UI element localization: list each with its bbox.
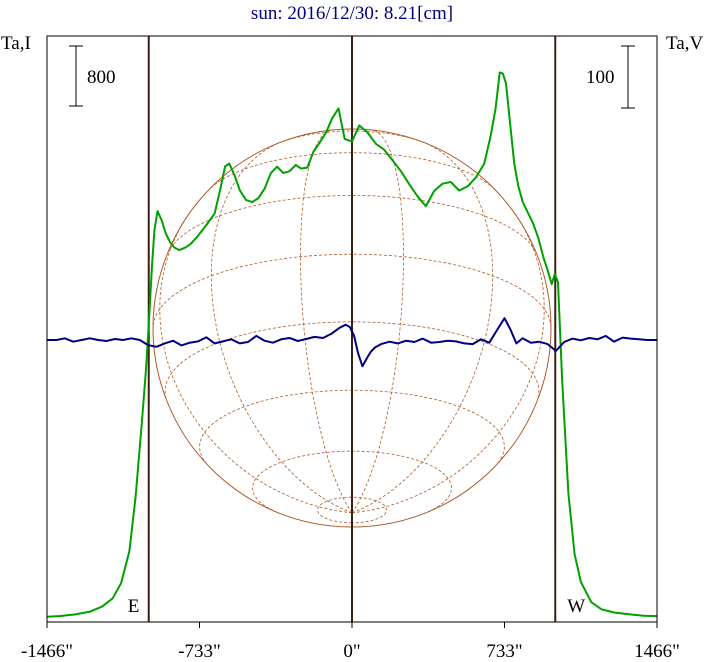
latitude-line: [167, 194, 537, 253]
x-tick-label: 1466": [634, 641, 680, 662]
intensity-series-line: [46, 71, 658, 618]
left-axis-label: Ta,I: [1, 33, 31, 54]
limb-marker-label-w: W: [567, 596, 585, 617]
x-tick-label: -733": [178, 641, 221, 662]
right-scale-bar: 100: [586, 45, 635, 109]
left-scale-bar-value: 800: [87, 67, 116, 88]
latitude-line: [152, 253, 552, 326]
x-tick-label: -1466": [21, 641, 73, 662]
right-scale-bar-value: 100: [586, 67, 615, 88]
x-tick-label: 0": [343, 641, 360, 662]
right-axis-label: Ta,V: [666, 33, 703, 54]
latitude-line: [317, 496, 387, 524]
x-tick-label: 733": [486, 641, 522, 662]
longitude-line: [300, 129, 353, 514]
limb-marker-label-e: E: [128, 596, 140, 617]
polarization-series-line: [47, 317, 657, 368]
chart-title: sun: 2016/12/30: 8.21[cm]: [251, 3, 453, 24]
longitude-line: [351, 213, 545, 514]
x-axis: -1466" -733" 0" 733" 1466": [21, 622, 680, 662]
series-layer: [46, 71, 658, 618]
left-scale-bar: 800: [69, 45, 116, 107]
longitude-line: [351, 141, 494, 514]
longitude-line: [351, 129, 404, 514]
longitude-line: [159, 213, 353, 514]
longitude-line: [210, 141, 353, 514]
